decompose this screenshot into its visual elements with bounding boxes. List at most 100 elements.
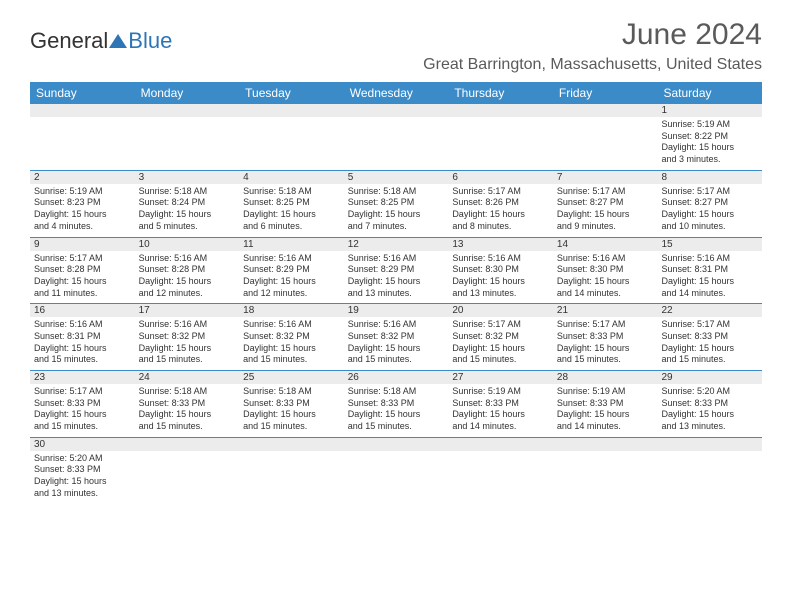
day-header: Thursday xyxy=(448,82,553,104)
sunset-text: Sunset: 8:31 PM xyxy=(661,264,758,276)
daylight-text-2: and 13 minutes. xyxy=(452,288,549,300)
day-cell: Sunrise: 5:19 AMSunset: 8:22 PMDaylight:… xyxy=(657,117,762,170)
sunrise-text: Sunrise: 5:18 AM xyxy=(139,186,236,198)
daylight-text-2: and 5 minutes. xyxy=(139,221,236,233)
sunrise-text: Sunrise: 5:19 AM xyxy=(452,386,549,398)
week-row: Sunrise: 5:19 AMSunset: 8:23 PMDaylight:… xyxy=(30,184,762,238)
daynum-row: 23242526272829 xyxy=(30,371,762,384)
daylight-text-2: and 15 minutes. xyxy=(348,421,445,433)
daylight-text-1: Daylight: 15 hours xyxy=(452,409,549,421)
daynum-row: 1 xyxy=(30,104,762,117)
day-cell: Sunrise: 5:16 AMSunset: 8:32 PMDaylight:… xyxy=(344,317,449,370)
sunrise-text: Sunrise: 5:16 AM xyxy=(139,319,236,331)
day-cell: Sunrise: 5:17 AMSunset: 8:27 PMDaylight:… xyxy=(553,184,658,237)
daylight-text-1: Daylight: 15 hours xyxy=(34,476,131,488)
daylight-text-2: and 15 minutes. xyxy=(34,421,131,433)
daylight-text-2: and 13 minutes. xyxy=(348,288,445,300)
sunset-text: Sunset: 8:28 PM xyxy=(139,264,236,276)
daylight-text-2: and 15 minutes. xyxy=(348,354,445,366)
day-cell xyxy=(553,451,658,504)
sunset-text: Sunset: 8:31 PM xyxy=(34,331,131,343)
day-cell xyxy=(344,451,449,504)
day-cell: Sunrise: 5:18 AMSunset: 8:33 PMDaylight:… xyxy=(344,384,449,437)
daylight-text-1: Daylight: 15 hours xyxy=(34,209,131,221)
day-cell: Sunrise: 5:18 AMSunset: 8:24 PMDaylight:… xyxy=(135,184,240,237)
day-cell: Sunrise: 5:16 AMSunset: 8:32 PMDaylight:… xyxy=(239,317,344,370)
day-number xyxy=(448,104,553,117)
day-number: 28 xyxy=(553,371,658,384)
sunrise-text: Sunrise: 5:16 AM xyxy=(348,319,445,331)
daylight-text-1: Daylight: 15 hours xyxy=(139,343,236,355)
day-cell: Sunrise: 5:18 AMSunset: 8:33 PMDaylight:… xyxy=(239,384,344,437)
sunset-text: Sunset: 8:33 PM xyxy=(139,398,236,410)
day-number: 8 xyxy=(657,171,762,184)
sunset-text: Sunset: 8:32 PM xyxy=(243,331,340,343)
day-number: 17 xyxy=(135,304,240,317)
sunrise-text: Sunrise: 5:17 AM xyxy=(34,386,131,398)
day-cell: Sunrise: 5:19 AMSunset: 8:23 PMDaylight:… xyxy=(30,184,135,237)
sunset-text: Sunset: 8:32 PM xyxy=(452,331,549,343)
day-number: 9 xyxy=(30,238,135,251)
sunset-text: Sunset: 8:33 PM xyxy=(348,398,445,410)
sunset-text: Sunset: 8:27 PM xyxy=(661,197,758,209)
daylight-text-1: Daylight: 15 hours xyxy=(661,343,758,355)
daylight-text-1: Daylight: 15 hours xyxy=(139,409,236,421)
sunrise-text: Sunrise: 5:20 AM xyxy=(34,453,131,465)
day-cell: Sunrise: 5:19 AMSunset: 8:33 PMDaylight:… xyxy=(448,384,553,437)
daylight-text-1: Daylight: 15 hours xyxy=(557,276,654,288)
day-cell: Sunrise: 5:18 AMSunset: 8:33 PMDaylight:… xyxy=(135,384,240,437)
day-number: 18 xyxy=(239,304,344,317)
location-text: Great Barrington, Massachusetts, United … xyxy=(423,56,762,74)
daylight-text-2: and 12 minutes. xyxy=(139,288,236,300)
day-number: 16 xyxy=(30,304,135,317)
sunset-text: Sunset: 8:33 PM xyxy=(452,398,549,410)
day-number xyxy=(344,438,449,451)
day-number: 14 xyxy=(553,238,658,251)
daylight-text-1: Daylight: 15 hours xyxy=(452,209,549,221)
day-number: 1 xyxy=(657,104,762,117)
daylight-text-1: Daylight: 15 hours xyxy=(243,409,340,421)
daylight-text-1: Daylight: 15 hours xyxy=(661,409,758,421)
daylight-text-2: and 15 minutes. xyxy=(557,354,654,366)
day-number: 4 xyxy=(239,171,344,184)
weeks-container: 1Sunrise: 5:19 AMSunset: 8:22 PMDaylight… xyxy=(30,104,762,504)
sunset-text: Sunset: 8:32 PM xyxy=(139,331,236,343)
sunrise-text: Sunrise: 5:17 AM xyxy=(452,186,549,198)
sunrise-text: Sunrise: 5:17 AM xyxy=(557,319,654,331)
daylight-text-1: Daylight: 15 hours xyxy=(243,276,340,288)
sunrise-text: Sunrise: 5:16 AM xyxy=(348,253,445,265)
day-number: 11 xyxy=(239,238,344,251)
sunset-text: Sunset: 8:28 PM xyxy=(34,264,131,276)
daylight-text-1: Daylight: 15 hours xyxy=(348,343,445,355)
sunrise-text: Sunrise: 5:18 AM xyxy=(243,186,340,198)
daylight-text-2: and 14 minutes. xyxy=(557,421,654,433)
daylight-text-2: and 8 minutes. xyxy=(452,221,549,233)
day-cell xyxy=(344,117,449,170)
daylight-text-2: and 10 minutes. xyxy=(661,221,758,233)
sunset-text: Sunset: 8:32 PM xyxy=(348,331,445,343)
day-number xyxy=(135,104,240,117)
sunrise-text: Sunrise: 5:19 AM xyxy=(661,119,758,131)
daylight-text-2: and 14 minutes. xyxy=(557,288,654,300)
daylight-text-1: Daylight: 15 hours xyxy=(661,142,758,154)
sunrise-text: Sunrise: 5:17 AM xyxy=(34,253,131,265)
daylight-text-2: and 15 minutes. xyxy=(34,354,131,366)
day-cell: Sunrise: 5:16 AMSunset: 8:29 PMDaylight:… xyxy=(239,251,344,304)
daylight-text-1: Daylight: 15 hours xyxy=(139,276,236,288)
sunset-text: Sunset: 8:30 PM xyxy=(452,264,549,276)
sunrise-text: Sunrise: 5:16 AM xyxy=(243,253,340,265)
daylight-text-2: and 3 minutes. xyxy=(661,154,758,166)
day-cell: Sunrise: 5:16 AMSunset: 8:31 PMDaylight:… xyxy=(657,251,762,304)
day-cell xyxy=(448,451,553,504)
daylight-text-2: and 13 minutes. xyxy=(661,421,758,433)
sunrise-text: Sunrise: 5:16 AM xyxy=(139,253,236,265)
day-number: 27 xyxy=(448,371,553,384)
day-cell: Sunrise: 5:19 AMSunset: 8:33 PMDaylight:… xyxy=(553,384,658,437)
sunset-text: Sunset: 8:25 PM xyxy=(348,197,445,209)
day-number: 23 xyxy=(30,371,135,384)
sunset-text: Sunset: 8:26 PM xyxy=(452,197,549,209)
sunrise-text: Sunrise: 5:17 AM xyxy=(661,319,758,331)
day-cell: Sunrise: 5:16 AMSunset: 8:32 PMDaylight:… xyxy=(135,317,240,370)
month-title: June 2024 xyxy=(423,18,762,52)
brand-text-1: General xyxy=(30,28,108,54)
